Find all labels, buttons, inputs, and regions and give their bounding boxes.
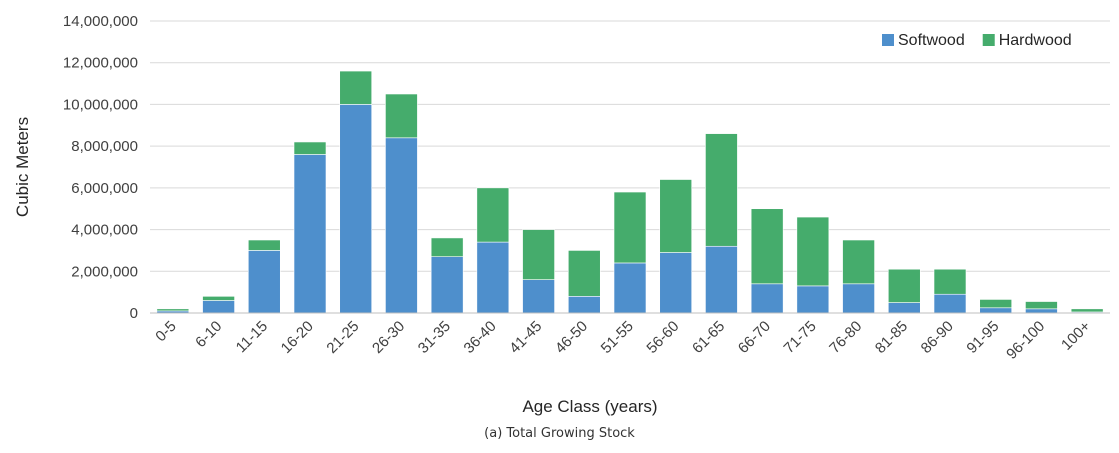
bar-softwood-41-45: [522, 279, 555, 314]
y-tick-label: 10,000,000: [63, 96, 138, 113]
x-tick-label: 61-65: [689, 318, 728, 357]
bar-softwood-6-10: [202, 300, 235, 314]
bar-hardwood-61-65: [705, 133, 738, 247]
bar-hardwood-96-100: [1025, 301, 1058, 310]
x-tick-label: 11-15: [233, 318, 271, 356]
x-tick-label: 66-70: [735, 318, 774, 357]
x-tick-label: 31-35: [415, 318, 454, 357]
y-tick-label: 8,000,000: [71, 138, 138, 155]
y-tick-label: 14,000,000: [63, 13, 138, 30]
bar-softwood-36-40: [476, 241, 510, 314]
x-tick-label: 96-100: [1003, 318, 1048, 363]
bar-softwood-76-80: [842, 283, 875, 314]
legend-swatch-hardwood: [982, 34, 995, 46]
y-tick-label: 6,000,000: [71, 180, 138, 197]
bar-softwood-66-70: [750, 283, 784, 314]
x-tick-label: 26-30: [369, 318, 408, 357]
x-tick-label: 16-20: [278, 318, 317, 357]
legend: Softwood Hardwood: [882, 32, 1072, 49]
bar-softwood-31-35: [430, 256, 464, 314]
x-tick-label: 86-90: [918, 318, 957, 357]
bar-hardwood-51-55: [613, 191, 647, 264]
bar-hardwood-56-60: [659, 179, 693, 253]
bar-hardwood-81-85: [887, 268, 921, 303]
bar-hardwood-21-25: [339, 70, 373, 105]
x-tick-label: 46-50: [552, 318, 591, 357]
figure-caption: (a) Total Growing Stock: [484, 426, 635, 441]
y-tick-label: 4,000,000: [71, 222, 138, 239]
bar-hardwood-71-75: [796, 216, 830, 287]
bar-softwood-61-65: [705, 245, 738, 314]
x-tick-label: 0-5: [152, 318, 179, 345]
x-tick-label: 81-85: [872, 318, 911, 357]
bars: [156, 70, 1104, 314]
legend-label-hardwood: Hardwood: [999, 32, 1072, 49]
bar-softwood-21-25: [339, 104, 373, 314]
bar-hardwood-6-10: [202, 296, 235, 301]
x-tick-label: 21-25: [323, 318, 362, 357]
bar-softwood-16-20: [293, 154, 327, 314]
x-tick-label: 41-45: [506, 318, 545, 357]
x-tick-label: 36-40: [461, 318, 500, 357]
bar-hardwood-31-35: [430, 237, 464, 257]
bar-softwood-96-100: [1025, 308, 1058, 314]
bar-softwood-91-95: [979, 307, 1013, 314]
bar-hardwood-41-45: [522, 229, 555, 280]
legend-label-softwood: Softwood: [898, 32, 965, 49]
x-tick-label: 6-10: [192, 318, 225, 351]
y-tick-label: 0: [130, 305, 138, 322]
bar-hardwood-16-20: [293, 141, 327, 155]
bar-hardwood-91-95: [979, 299, 1013, 309]
x-tick-label: 76-80: [826, 318, 865, 357]
bar-hardwood-100+: [1070, 308, 1104, 313]
x-tick-label: 71-75: [781, 318, 820, 357]
x-axis-title: Age Class (years): [522, 397, 657, 416]
bar-hardwood-46-50: [567, 250, 601, 297]
bar-softwood-11-15: [247, 250, 281, 314]
bar-hardwood-0-5: [156, 308, 190, 312]
bar-softwood-81-85: [887, 302, 921, 314]
x-tick-label: 51-55: [598, 318, 637, 357]
bar-hardwood-66-70: [750, 208, 784, 285]
bar-hardwood-11-15: [247, 239, 281, 251]
bar-softwood-86-90: [933, 293, 967, 314]
bar-softwood-56-60: [659, 252, 693, 314]
bar-softwood-51-55: [613, 262, 647, 314]
bar-softwood-46-50: [567, 296, 601, 314]
y-tick-label: 12,000,000: [63, 55, 138, 72]
x-tick-label: 100+: [1058, 318, 1094, 354]
bar-hardwood-76-80: [842, 239, 875, 285]
bar-hardwood-36-40: [476, 187, 510, 243]
x-tick-label: 56-60: [643, 318, 682, 357]
bar-hardwood-86-90: [933, 268, 967, 295]
legend-swatch-softwood: [882, 34, 894, 46]
x-tick-label: 91-95: [963, 318, 1002, 357]
bar-hardwood-26-30: [385, 93, 418, 139]
y-axis-title: Cubic Meters: [13, 117, 32, 217]
bar-softwood-26-30: [385, 137, 418, 314]
y-tick-label: 2,000,000: [71, 263, 138, 280]
bar-softwood-71-75: [796, 285, 830, 314]
